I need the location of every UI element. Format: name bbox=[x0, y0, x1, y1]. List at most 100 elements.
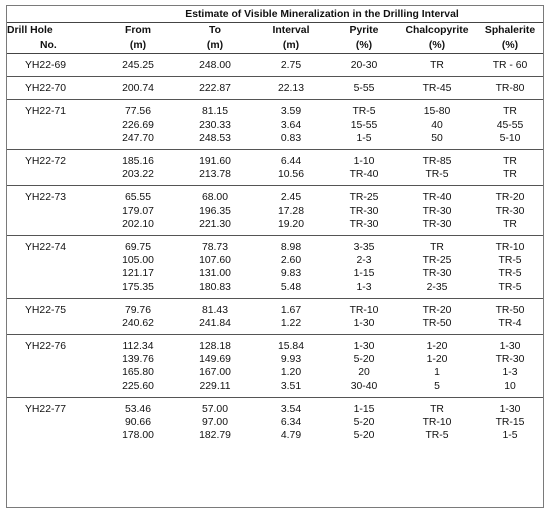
cell-chalcopyrite: TR-20 bbox=[422, 304, 452, 316]
cell-chalcopyrite: TR-40 bbox=[422, 192, 452, 204]
cell-chalcopyrite: TR-30 bbox=[422, 205, 452, 217]
cell-interval: 1.67 bbox=[280, 304, 302, 316]
table-row: 225.60 229.11 3.51 30-40 5 10 bbox=[7, 379, 543, 398]
cell-sphalerite: 1-5 bbox=[502, 430, 518, 442]
table-row: 90.66 97.00 6.34 5-20 TR-10 TR-15 bbox=[7, 416, 543, 429]
cell-from: 121.17 bbox=[122, 268, 154, 280]
cell-to: 221.30 bbox=[177, 217, 253, 236]
cell-to: 248.00 bbox=[177, 53, 253, 78]
cell-sphalerite: TR-4 bbox=[475, 316, 543, 335]
header-hole-unit: No. bbox=[7, 37, 99, 54]
cell-drill-hole bbox=[7, 379, 99, 398]
cell-pyrite: 1-5 bbox=[329, 131, 399, 150]
cell-interval: 3.59 bbox=[280, 106, 302, 118]
cell-sphalerite: TR bbox=[475, 168, 543, 187]
cell-to: 196.35 bbox=[199, 205, 231, 217]
cell-pyrite: 1-30 bbox=[353, 341, 375, 353]
cell-to: 191.60 bbox=[199, 156, 231, 168]
cell-sphalerite: 10 bbox=[475, 379, 543, 398]
drill-hole-group: YH22-74 69.75 78.73 8.98 3-35 TR TR-10 105.00 10… bbox=[7, 235, 543, 299]
cell-to: 81.15 bbox=[201, 106, 228, 118]
cell-to: 213.78 bbox=[177, 168, 253, 187]
cell-sphalerite: 1-30 bbox=[499, 403, 521, 415]
cell-drill-hole: YH22-69 bbox=[7, 53, 99, 78]
cell-to: 97.00 bbox=[201, 417, 228, 429]
table-row: YH22-69 245.25 248.00 2.75 20-30 TR TR - 60 bbox=[7, 53, 543, 78]
table-row: 178.00 182.79 4.79 5-20 TR-5 1-5 bbox=[7, 429, 543, 446]
cell-drill-hole bbox=[7, 205, 99, 218]
drill-hole-group: YH22-77 53.46 57.00 3.54 1-15 TR 1-30 90.66 97.0… bbox=[7, 397, 543, 446]
table-row: 240.62 241.84 1.22 1-30 TR-50 TR-4 bbox=[7, 316, 543, 335]
drill-hole-group: YH22-70 200.74 222.87 22.13 5-55 TR-45 TR-80 bbox=[7, 76, 543, 101]
table-title: Estimate of Visible Mineralization in th… bbox=[99, 6, 543, 23]
cell-drill-hole bbox=[7, 168, 99, 187]
cell-from: 203.22 bbox=[99, 168, 177, 187]
header-sphalerite: Sphalerite bbox=[484, 24, 536, 36]
table-row: 203.22 213.78 10.56 TR-40 TR-5 TR bbox=[7, 168, 543, 187]
cell-pyrite: 5-20 bbox=[353, 417, 375, 429]
cell-to: 107.60 bbox=[199, 255, 231, 267]
cell-sphalerite: 45-55 bbox=[496, 119, 524, 131]
drill-hole-group: YH22-69 245.25 248.00 2.75 20-30 TR TR - 60 bbox=[7, 53, 543, 78]
cell-pyrite: 1-30 bbox=[329, 316, 399, 335]
cell-interval: 17.28 bbox=[277, 205, 304, 217]
table-row: 105.00 107.60 2.60 2-3 TR-25 TR-5 bbox=[7, 254, 543, 267]
cell-drill-hole bbox=[7, 131, 99, 150]
cell-to: 222.87 bbox=[177, 76, 253, 101]
cell-interval: 2.45 bbox=[280, 192, 302, 204]
cell-to: 128.18 bbox=[199, 341, 231, 353]
cell-drill-hole bbox=[7, 217, 99, 236]
cell-drill-hole bbox=[7, 416, 99, 429]
header-interval: Interval bbox=[272, 24, 310, 36]
cell-chalcopyrite: 40 bbox=[431, 119, 443, 131]
cell-chalcopyrite: TR-85 bbox=[422, 156, 452, 168]
cell-chalcopyrite: TR bbox=[430, 403, 444, 415]
cell-pyrite: 5-55 bbox=[329, 76, 399, 101]
cell-interval: 22.13 bbox=[253, 76, 329, 101]
cell-to: 149.69 bbox=[199, 354, 231, 366]
cell-pyrite: TR-25 bbox=[349, 192, 379, 204]
header-chalcopyrite-unit: (%) bbox=[399, 37, 475, 54]
mineralization-table: Estimate of Visible Mineralization in th… bbox=[7, 6, 543, 446]
cell-pyrite: TR-40 bbox=[329, 168, 399, 187]
drill-hole-group: YH22-72 185.16 191.60 6.44 1-10 TR-85 TR 203.22… bbox=[7, 149, 543, 187]
cell-interval: 6.44 bbox=[280, 156, 302, 168]
table-row: 179.07 196.35 17.28 TR-30 TR-30 TR-30 bbox=[7, 205, 543, 218]
cell-pyrite: 5-20 bbox=[353, 354, 375, 366]
drill-hole-group: YH22-76 112.34 128.18 15.84 1-30 1-20 1-30 139.… bbox=[7, 335, 543, 398]
cell-drill-hole: YH22-77 bbox=[25, 403, 67, 415]
cell-drill-hole bbox=[7, 267, 99, 280]
cell-from: 202.10 bbox=[99, 217, 177, 236]
cell-pyrite: 2-3 bbox=[356, 255, 372, 267]
cell-interval: 15.84 bbox=[277, 341, 304, 353]
cell-chalcopyrite: TR bbox=[399, 53, 475, 78]
mineralization-table-frame: Estimate of Visible Mineralization in th… bbox=[6, 5, 544, 508]
cell-interval: 10.56 bbox=[253, 168, 329, 187]
cell-interval: 4.79 bbox=[280, 430, 302, 442]
cell-to: 230.33 bbox=[199, 119, 231, 131]
table-row: 247.70 248.53 0.83 1-5 50 5-10 bbox=[7, 131, 543, 150]
drill-hole-group: YH22-73 65.55 68.00 2.45 TR-25 TR-40 TR-20 179.… bbox=[7, 186, 543, 236]
cell-from: 53.46 bbox=[124, 403, 151, 415]
cell-pyrite: 1-3 bbox=[329, 280, 399, 299]
cell-pyrite: 1-10 bbox=[353, 156, 375, 168]
cell-to: 180.83 bbox=[177, 280, 253, 299]
cell-chalcopyrite: TR-10 bbox=[422, 417, 452, 429]
cell-chalcopyrite: TR-30 bbox=[422, 268, 452, 280]
cell-from: 185.16 bbox=[122, 156, 154, 168]
cell-chalcopyrite: TR bbox=[430, 241, 444, 253]
cell-sphalerite: TR bbox=[503, 156, 517, 168]
table-row: YH22-72 185.16 191.60 6.44 1-10 TR-85 TR bbox=[7, 149, 543, 168]
cell-from: 245.25 bbox=[99, 53, 177, 78]
cell-pyrite: 20-30 bbox=[329, 53, 399, 78]
cell-interval: 6.34 bbox=[280, 417, 302, 429]
cell-sphalerite: TR-80 bbox=[475, 76, 543, 101]
cell-interval: 3.64 bbox=[280, 119, 302, 131]
cell-drill-hole bbox=[7, 254, 99, 267]
table-row: YH22-73 65.55 68.00 2.45 TR-25 TR-40 TR-20 bbox=[7, 186, 543, 205]
cell-chalcopyrite: 1 bbox=[434, 367, 440, 379]
header-pyrite: Pyrite bbox=[349, 24, 379, 36]
cell-chalcopyrite: TR-45 bbox=[399, 76, 475, 101]
cell-pyrite: TR-10 bbox=[349, 304, 379, 316]
cell-interval: 19.20 bbox=[253, 217, 329, 236]
